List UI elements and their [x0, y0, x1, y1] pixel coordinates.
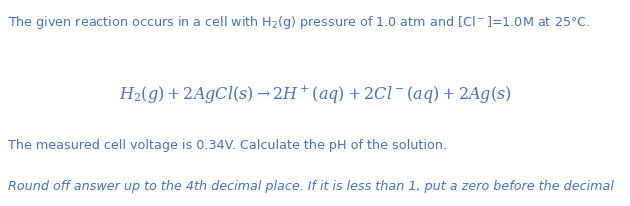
Text: The given reaction occurs in a cell with H$_2$(g) pressure of 1.0 atm and [Cl$^-: The given reaction occurs in a cell with…	[8, 14, 590, 31]
Text: The measured cell voltage is 0.34V. Calculate the pH of the solution.: The measured cell voltage is 0.34V. Calc…	[8, 138, 447, 151]
Text: $H_2(g) + 2AgCl(s) \rightarrow 2H^+(aq) + 2Cl^-(aq) + 2Ag(s)$: $H_2(g) + 2AgCl(s) \rightarrow 2H^+(aq) …	[118, 82, 512, 104]
Text: Round off answer up to the 4th decimal place. If it is less than 1, put a zero b: Round off answer up to the 4th decimal p…	[8, 179, 614, 192]
